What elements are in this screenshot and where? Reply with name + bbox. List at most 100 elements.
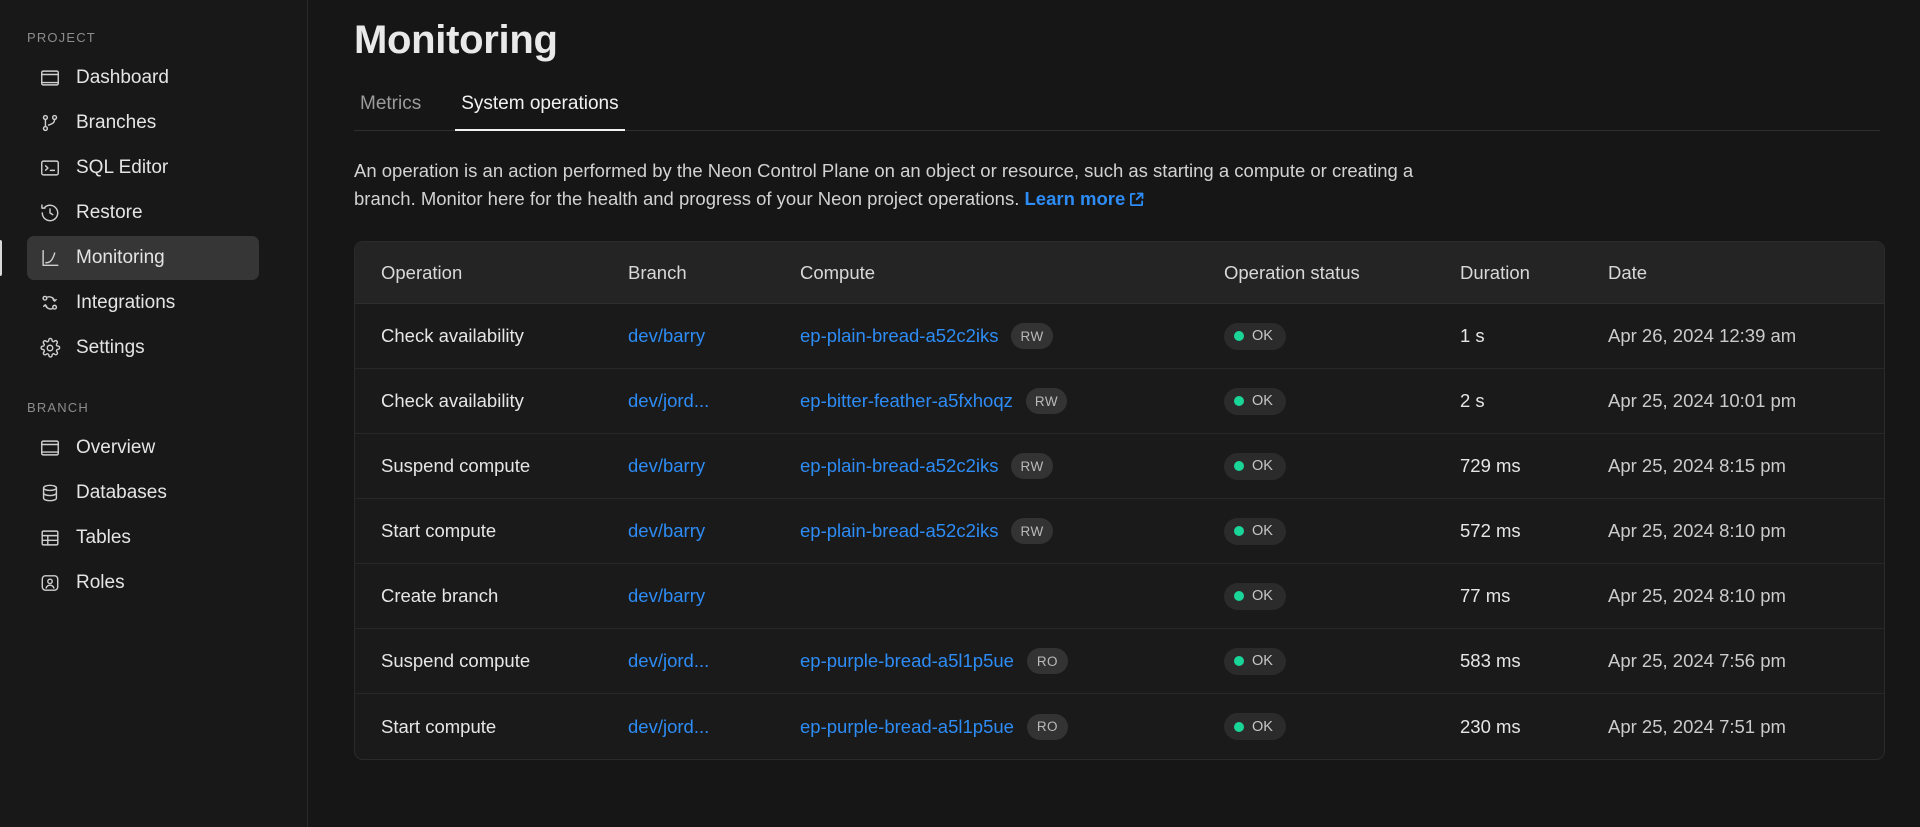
description-text: An operation is an action performed by t… [354, 160, 1414, 210]
dashboard-icon [39, 67, 61, 89]
status-label: OK [1252, 653, 1273, 670]
status-label: OK [1252, 718, 1273, 735]
table-row[interactable]: Suspend compute dev/barry ep-plain-bread-a… [355, 434, 1884, 500]
sidebar-item-label: Monitoring [76, 247, 165, 268]
page-description: An operation is an action performed by t… [354, 157, 1464, 215]
status-dot-icon [1234, 591, 1244, 602]
sidebar-group-label: PROJECT [27, 30, 96, 45]
status-badge: OK [1224, 713, 1286, 741]
table-row[interactable]: Check availability dev/jord... ep-bitter-f… [355, 369, 1884, 435]
compute-mode-badge: RW [1011, 518, 1053, 545]
table-header-row: Operation Branch Compute Operation status Du… [355, 242, 1884, 305]
sidebar-item-overview[interactable]: Overview [27, 426, 259, 470]
cell-operation-status: OK [1224, 713, 1460, 741]
sidebar-item-tables[interactable]: Tables [27, 516, 259, 560]
branch-link[interactable]: dev/barry [628, 325, 706, 347]
sidebar-item-integrations[interactable]: Integrations [27, 281, 259, 325]
branch-link[interactable]: dev/barry [628, 520, 706, 542]
integrations-icon [39, 292, 61, 314]
sidebar-item-label: Overview [76, 437, 156, 458]
compute-link[interactable]: ep-plain-bread-a52c2iks [800, 325, 999, 347]
cell-operation: Create branch [381, 585, 499, 607]
cell-branch: dev/jord... [628, 716, 800, 738]
learn-more-link[interactable]: Learn more [1025, 188, 1145, 209]
sidebar-group-label: BRANCH [27, 400, 89, 415]
compute-mode-badge: RO [1026, 648, 1068, 675]
cell-operation: Suspend compute [381, 455, 531, 477]
branch-link[interactable]: dev/jord... [628, 715, 710, 737]
status-dot-icon [1234, 331, 1244, 342]
compute-link[interactable]: ep-plain-bread-a52c2iks [800, 520, 999, 542]
sidebar-item-label: Databases [76, 482, 167, 503]
sidebar-item-monitoring[interactable]: Monitoring [0, 236, 259, 280]
table-row[interactable]: Check availability dev/barry ep-plain-brea… [355, 304, 1884, 370]
status-label: OK [1252, 588, 1273, 605]
status-badge: OK [1224, 582, 1286, 610]
cell-operation-status: OK [1224, 452, 1460, 480]
cell-branch: dev/jord... [628, 650, 800, 672]
tables-icon [39, 527, 61, 549]
compute-link[interactable]: ep-purple-bread-a5l1p5ue [800, 715, 1014, 737]
sidebar-item-sql-editor[interactable]: SQL Editor [27, 146, 259, 190]
compute-link[interactable]: ep-bitter-feather-a5fxhoqz [800, 390, 1013, 412]
sidebar-item-roles[interactable]: Roles [27, 561, 259, 605]
compute-link[interactable]: ep-purple-bread-a5l1p5ue [800, 650, 1014, 672]
cell-duration: 729 ms [1460, 455, 1521, 477]
branch-link[interactable]: dev/barry [628, 455, 706, 477]
external-link-icon [1129, 187, 1144, 215]
cell-duration: 572 ms [1460, 520, 1521, 542]
sidebar-item-label: Tables [76, 527, 131, 548]
cell-operation: Start compute [381, 715, 497, 737]
cell-branch: dev/barry [628, 455, 800, 477]
monitoring-icon [39, 247, 61, 269]
branch-link[interactable]: dev/jord... [628, 650, 710, 672]
cell-compute: ep-purple-bread-a5l1p5ue RO [800, 713, 1224, 740]
status-dot-icon [1234, 656, 1244, 667]
column-header-operation[interactable]: Operation [381, 261, 463, 283]
tab-metrics[interactable]: Metrics [360, 93, 422, 114]
branch-link[interactable]: dev/jord... [628, 390, 710, 412]
cell-operation-status: OK [1224, 517, 1460, 545]
column-header-branch[interactable]: Branch [628, 261, 687, 283]
page-title: Monitoring [354, 18, 558, 62]
cell-date: Apr 25, 2024 10:01 pm [1608, 390, 1797, 412]
cell-operation: Suspend compute [381, 650, 531, 672]
sidebar-item-databases[interactable]: Databases [27, 471, 259, 515]
table-row[interactable]: Suspend compute dev/jord... ep-purple-brea… [355, 629, 1884, 695]
cell-date: Apr 25, 2024 7:51 pm [1608, 715, 1786, 737]
cell-date: Apr 25, 2024 8:10 pm [1608, 585, 1786, 607]
table-row[interactable]: Create branch dev/barry OK 77 ms Apr 25, 202… [355, 564, 1884, 630]
status-label: OK [1252, 393, 1273, 410]
sql-editor-icon [39, 157, 61, 179]
compute-link[interactable]: ep-plain-bread-a52c2iks [800, 455, 999, 477]
sidebar-item-label: Settings [76, 337, 145, 358]
restore-icon [39, 202, 61, 224]
column-header-operation-status[interactable]: Operation status [1224, 261, 1360, 283]
table-row[interactable]: Start compute dev/jord... ep-purple-bread-… [355, 694, 1884, 759]
cell-operation: Start compute [381, 520, 497, 542]
cell-compute: ep-plain-bread-a52c2iks RW [800, 518, 1224, 545]
status-badge: OK [1224, 322, 1286, 350]
sidebar-item-settings[interactable]: Settings [27, 326, 259, 370]
cell-operation-status: OK [1224, 582, 1460, 610]
sidebar-item-label: Restore [76, 202, 143, 223]
tab-system-operations[interactable]: System operations [455, 87, 625, 131]
cell-branch: dev/barry [628, 325, 800, 347]
status-dot-icon [1234, 461, 1244, 472]
status-badge: OK [1224, 387, 1286, 415]
tab-bar: Metrics System operations [354, 87, 1880, 131]
column-header-date[interactable]: Date [1608, 261, 1648, 283]
sidebar-item-dashboard[interactable]: Dashboard [27, 56, 259, 100]
cell-date: Apr 25, 2024 8:15 pm [1608, 455, 1786, 477]
cell-operation-status: OK [1224, 647, 1460, 675]
column-header-duration[interactable]: Duration [1460, 261, 1530, 283]
column-header-compute[interactable]: Compute [800, 261, 876, 283]
table-row[interactable]: Start compute dev/barry ep-plain-bread-a52… [355, 499, 1884, 565]
learn-more-label: Learn more [1024, 188, 1126, 210]
cell-branch: dev/jord... [628, 390, 800, 412]
branch-link[interactable]: dev/barry [628, 585, 706, 607]
status-badge: OK [1224, 647, 1286, 675]
sidebar-item-restore[interactable]: Restore [27, 191, 259, 235]
sidebar-item-label: Roles [76, 572, 125, 593]
sidebar-item-branches[interactable]: Branches [27, 101, 259, 145]
